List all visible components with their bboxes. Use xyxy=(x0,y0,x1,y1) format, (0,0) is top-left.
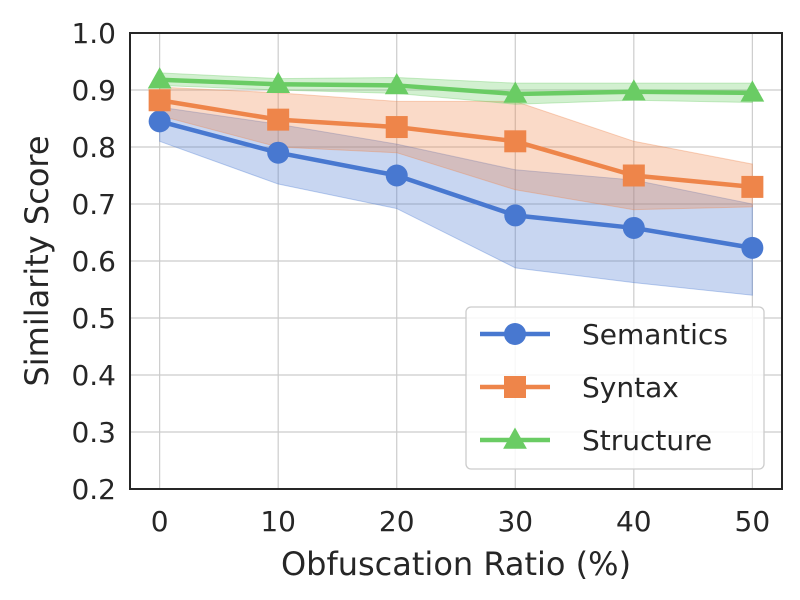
point-syntax xyxy=(267,108,290,131)
series-lines xyxy=(157,77,755,251)
point-syntax xyxy=(148,89,171,112)
legend: Semantics Syntax Structure xyxy=(465,306,765,470)
point-structure xyxy=(147,67,172,89)
point-syntax xyxy=(741,175,764,198)
point-structure xyxy=(384,72,409,95)
x-tick-label: 50 xyxy=(735,505,771,538)
x-tick-label: 40 xyxy=(616,505,652,538)
x-tick-label: 0 xyxy=(151,505,169,538)
y-tick-label: 0.3 xyxy=(71,416,116,449)
point-syntax xyxy=(385,116,408,139)
legend-box xyxy=(465,306,765,470)
point-semantics xyxy=(385,164,408,187)
y-tick-label: 1.0 xyxy=(71,17,116,50)
point-structure xyxy=(266,71,291,94)
legend-marker-syntax xyxy=(504,376,526,398)
y-tick-label: 0.9 xyxy=(71,74,116,107)
point-semantics xyxy=(504,204,527,227)
point-semantics xyxy=(741,236,764,259)
legend-marker-structure xyxy=(503,427,527,449)
line-structure xyxy=(157,77,755,97)
legend-marker-semantics xyxy=(504,323,526,345)
legend-label-semantics: Semantics xyxy=(582,318,728,351)
y-tick-label: 0.5 xyxy=(71,302,116,335)
point-syntax xyxy=(504,130,527,153)
y-tick-label: 0.4 xyxy=(71,359,116,392)
line-semantics xyxy=(157,119,755,251)
x-tick-label: 30 xyxy=(497,505,533,538)
point-structure xyxy=(740,80,765,102)
line-syntax xyxy=(157,98,755,190)
band-semantics xyxy=(159,106,753,296)
y-axis-label: Similarity Score xyxy=(18,135,56,386)
point-structure xyxy=(503,81,528,103)
point-structure xyxy=(621,79,646,101)
y-tick-label: 0.7 xyxy=(71,188,116,221)
point-semantics xyxy=(148,110,171,133)
x-axis-label: Obfuscation Ratio (%) xyxy=(281,545,631,583)
x-tick-label: 10 xyxy=(260,505,296,538)
point-semantics xyxy=(267,141,290,164)
point-semantics xyxy=(622,216,645,239)
y-tick-label: 0.6 xyxy=(71,245,116,278)
plot-frame xyxy=(129,32,783,490)
x-tick-label: 20 xyxy=(379,505,415,538)
series-markers xyxy=(147,67,765,259)
y-tick-label: 0.2 xyxy=(71,473,116,506)
point-syntax xyxy=(622,164,645,187)
tick-labels: 0 10 20 30 40 50 0.2 0.3 0.4 0.5 0.6 0.7 0.8 0.9 1.0 xyxy=(71,17,770,538)
legend-label-syntax: Syntax xyxy=(582,371,679,404)
y-tick-label: 0.8 xyxy=(71,131,116,164)
legend-label-structure: Structure xyxy=(582,424,712,457)
